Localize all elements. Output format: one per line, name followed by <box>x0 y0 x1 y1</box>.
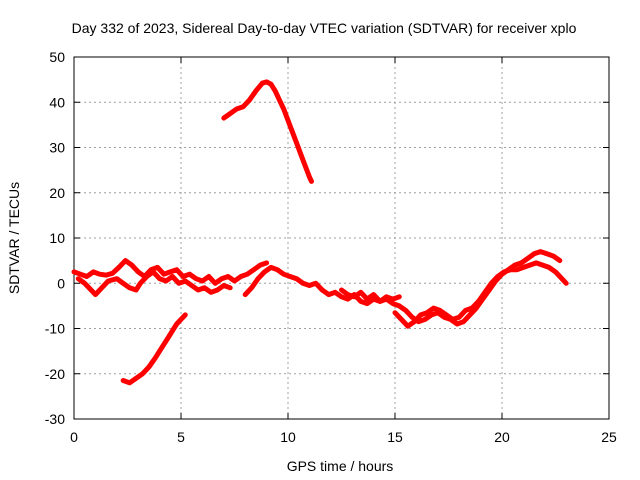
x-tick-label: 20 <box>494 429 510 445</box>
x-tick-label: 25 <box>601 429 617 445</box>
x-tick-label: 5 <box>177 429 185 445</box>
x-tick-label: 15 <box>387 429 403 445</box>
chart-title: Day 332 of 2023, Sidereal Day-to-day VTE… <box>72 20 577 36</box>
y-tick-label: 20 <box>49 185 65 201</box>
y-tick-label: -10 <box>45 321 65 337</box>
y-tick-label: -20 <box>45 366 65 382</box>
y-tick-label: 30 <box>49 140 65 156</box>
x-tick-label: 0 <box>70 429 78 445</box>
series-arc-e <box>392 260 569 329</box>
y-tick-label: 0 <box>57 275 65 291</box>
y-tick-label: 50 <box>49 49 65 65</box>
series-arc-a <box>71 258 270 286</box>
y-tick-label: 40 <box>49 94 65 110</box>
x-axis-title: GPS time / hours <box>287 458 394 474</box>
series-group <box>71 79 569 386</box>
series-arc-high <box>221 79 314 184</box>
series-arc-low <box>120 312 188 386</box>
y-tick-label: 10 <box>49 230 65 246</box>
y-axis-title: SDTVAR / TECUs <box>6 182 22 294</box>
x-tick-label: 10 <box>280 429 296 445</box>
y-tick-label: -30 <box>45 411 65 427</box>
ticks: 0 5 10 15 20 25 -30 -20 -10 0 10 20 30 40 50 <box>45 49 617 445</box>
series-arc-c <box>242 264 402 307</box>
series-arc-b <box>75 269 233 298</box>
